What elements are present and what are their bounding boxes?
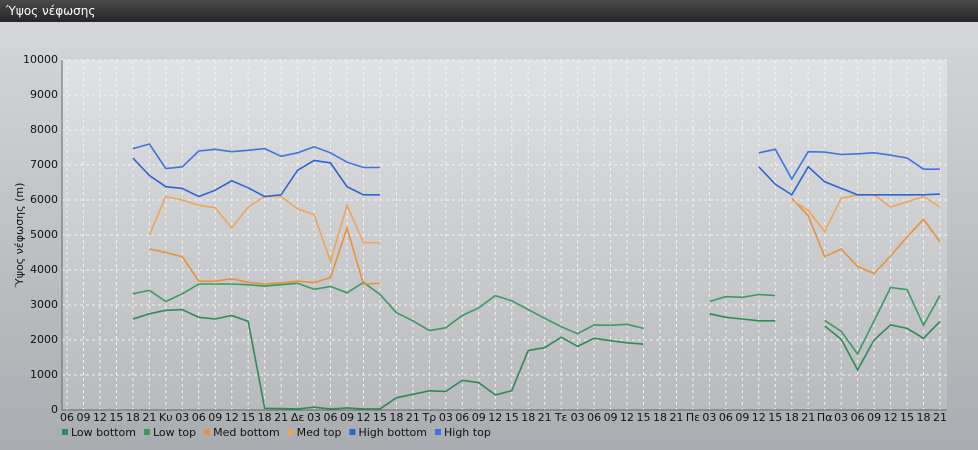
x-tick-label: 12 (752, 411, 766, 424)
x-tick-label: 21 (538, 411, 552, 424)
legend-swatch (62, 429, 68, 435)
x-tick-label: 18 (917, 411, 931, 424)
x-tick-label: 09 (208, 411, 222, 424)
x-tick-label: 18 (389, 411, 403, 424)
legend-label: Med bottom (213, 426, 280, 439)
x-tick-label: 15 (505, 411, 519, 424)
x-tick-label: 06 (455, 411, 469, 424)
x-tick-label: 18 (258, 411, 272, 424)
x-tick-label: Πα (817, 411, 833, 424)
y-tick-label: 8000 (30, 123, 58, 136)
x-tick-label: 09 (472, 411, 486, 424)
x-tick-label: 21 (406, 411, 420, 424)
legend-label: Med top (297, 426, 342, 439)
y-tick-label: 3000 (30, 298, 58, 311)
x-tick-label: 12 (356, 411, 370, 424)
x-tick-label: 12 (225, 411, 239, 424)
x-tick-label: 12 (620, 411, 634, 424)
y-tick-label: 1000 (30, 368, 58, 381)
chart: Ύψος νέφωσης (m) 0 1000 2000 3000 4000 5000 60… (0, 22, 978, 450)
x-tick-label: 15 (109, 411, 123, 424)
series-line (149, 197, 941, 285)
series-line (132, 143, 940, 181)
x-tick-label: Τε (554, 411, 568, 424)
x-tick-label: 15 (768, 411, 782, 424)
legend-label: Low bottom (71, 426, 136, 439)
x-tick-label: 18 (521, 411, 535, 424)
x-tick-label: 21 (801, 411, 815, 424)
legend-swatch (204, 429, 211, 435)
x-tick-label: 18 (653, 411, 667, 424)
legend-swatch (435, 429, 441, 435)
y-tick-label: 9000 (30, 88, 58, 101)
x-tick-label: 03 (571, 411, 585, 424)
y-tick-label: 4000 (30, 263, 58, 276)
x-tick-label: 03 (439, 411, 453, 424)
x-tick-label: 21 (933, 411, 947, 424)
x-tick-label: 12 (488, 411, 502, 424)
x-tick-label: 06 (60, 411, 74, 424)
x-tick-label: 18 (126, 411, 140, 424)
x-tick-label: 09 (340, 411, 354, 424)
x-tick-label: 12 (93, 411, 107, 424)
x-tick-label: 18 (785, 411, 799, 424)
x-tick-label: 09 (867, 411, 881, 424)
x-tick-label: 06 (192, 411, 206, 424)
series-line (132, 281, 941, 356)
x-tick-label: 06 (719, 411, 733, 424)
x-tick-label: 09 (604, 411, 618, 424)
y-tick-label: 7000 (30, 158, 58, 171)
y-tick-label: 5000 (30, 228, 58, 241)
legend-swatch (287, 429, 294, 435)
x-tick-label: Κυ (159, 411, 173, 424)
legend-label: High bottom (358, 426, 427, 439)
x-tick-label: 09 (735, 411, 749, 424)
legend-label: Low top (153, 426, 196, 439)
y-tick-label: 6000 (30, 193, 58, 206)
y-axis-label: Ύψος νέφωσης (m) (13, 183, 26, 289)
x-tick-label: 06 (851, 411, 865, 424)
x-tick-label: 21 (142, 411, 156, 424)
y-tick-label: 2000 (30, 333, 58, 346)
x-tick-label: 12 (884, 411, 898, 424)
x-tick-label: 21 (274, 411, 288, 424)
x-tick-label: 06 (587, 411, 601, 424)
legend-swatch (143, 429, 150, 435)
x-tick-label: 15 (637, 411, 651, 424)
plot-area (62, 60, 947, 410)
y-tick-label: 10000 (23, 53, 58, 66)
x-tick-label: Τρ (422, 411, 437, 424)
x-tick-label: 03 (307, 411, 321, 424)
x-tick-label: 09 (76, 411, 90, 424)
window-title: Ύψος νέφωσης (0, 0, 978, 22)
x-tick-label: 06 (324, 411, 338, 424)
x-tick-label: 15 (373, 411, 387, 424)
series-line (132, 308, 941, 410)
x-tick-label: 21 (669, 411, 683, 424)
y-tick-label: 0 (51, 403, 58, 416)
x-tick-label: Πε (686, 411, 700, 424)
legend-swatch (349, 429, 356, 435)
x-tick-label: 03 (702, 411, 716, 424)
x-tick-label: Δε (291, 411, 305, 424)
x-tick-label: 03 (834, 411, 848, 424)
x-tick-label: 03 (175, 411, 189, 424)
x-tick-label: 15 (241, 411, 255, 424)
x-tick-label: 15 (900, 411, 914, 424)
legend-label: High top (444, 426, 491, 439)
series-line (132, 157, 941, 198)
